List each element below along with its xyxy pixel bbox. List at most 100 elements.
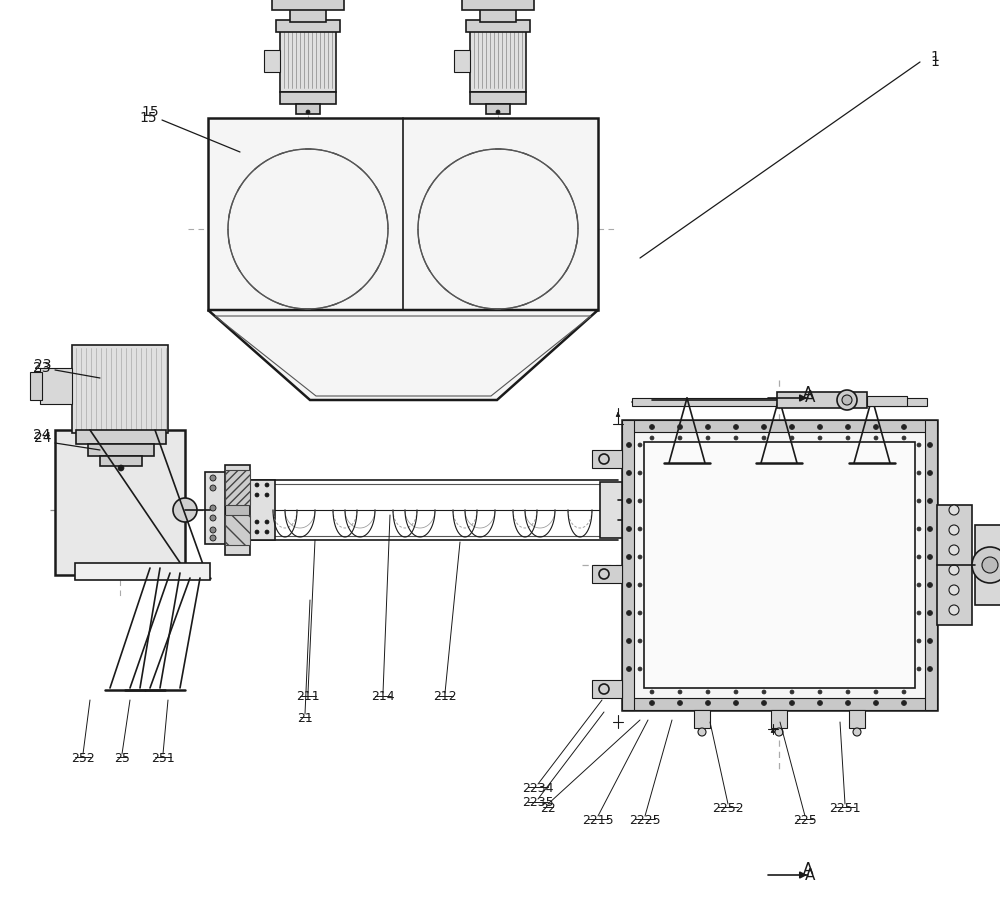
Circle shape (638, 527, 642, 531)
Text: 1: 1 (931, 55, 939, 69)
Circle shape (917, 555, 921, 559)
Text: A: A (803, 863, 813, 877)
Bar (75, 563, 210, 580)
Circle shape (678, 700, 682, 706)
Text: 2234: 2234 (522, 781, 554, 794)
Bar (100, 456, 142, 466)
Circle shape (917, 667, 921, 671)
Circle shape (790, 700, 794, 706)
Bar (272, 0, 344, 10)
Circle shape (982, 557, 998, 573)
Text: 214: 214 (371, 690, 395, 704)
Circle shape (698, 728, 706, 736)
Circle shape (837, 390, 857, 410)
Circle shape (874, 690, 878, 694)
Circle shape (638, 555, 642, 559)
Bar (777, 392, 867, 408)
Circle shape (775, 728, 783, 736)
Text: 25: 25 (114, 751, 130, 764)
Bar (290, 8, 326, 22)
Circle shape (846, 436, 850, 440)
Circle shape (706, 690, 710, 694)
Bar (276, 20, 340, 32)
Bar (592, 450, 622, 468)
Circle shape (928, 666, 932, 672)
Bar (462, 0, 534, 10)
Circle shape (928, 442, 932, 448)
Circle shape (762, 424, 767, 430)
Circle shape (638, 639, 642, 643)
Circle shape (650, 424, 654, 430)
Bar (466, 20, 530, 32)
Circle shape (874, 700, 879, 706)
Bar (622, 420, 937, 710)
Polygon shape (208, 310, 598, 400)
Circle shape (210, 515, 216, 521)
Circle shape (790, 436, 794, 440)
Bar (250, 480, 275, 540)
Bar (470, 30, 526, 92)
Circle shape (949, 525, 959, 535)
Circle shape (650, 700, 654, 706)
Circle shape (846, 424, 850, 430)
Text: 2252: 2252 (712, 802, 744, 814)
Bar (72, 345, 168, 433)
Bar (470, 92, 526, 104)
Bar (205, 472, 225, 544)
Text: A: A (805, 868, 815, 884)
Circle shape (306, 110, 310, 114)
Circle shape (626, 471, 632, 475)
Bar (622, 420, 634, 710)
Circle shape (846, 690, 850, 694)
Bar (622, 698, 937, 710)
Circle shape (626, 639, 632, 643)
Circle shape (846, 700, 850, 706)
Circle shape (678, 424, 682, 430)
Circle shape (734, 700, 738, 706)
Circle shape (418, 149, 578, 309)
Bar (76, 430, 166, 444)
Text: 24: 24 (34, 431, 52, 445)
Text: 24: 24 (33, 428, 51, 442)
Circle shape (928, 582, 932, 588)
Circle shape (599, 684, 609, 694)
Circle shape (853, 728, 861, 736)
Text: 252: 252 (71, 751, 95, 764)
Circle shape (210, 475, 216, 481)
Circle shape (949, 565, 959, 575)
Text: A: A (803, 386, 813, 400)
Circle shape (917, 443, 921, 447)
Bar (592, 680, 622, 698)
Bar (622, 420, 937, 432)
Bar (925, 420, 937, 710)
Circle shape (228, 149, 388, 309)
Circle shape (678, 436, 682, 440)
Circle shape (928, 471, 932, 475)
Text: 23: 23 (34, 358, 52, 372)
Circle shape (874, 424, 879, 430)
Circle shape (599, 454, 609, 464)
Text: 251: 251 (151, 751, 175, 764)
Circle shape (638, 499, 642, 503)
Circle shape (626, 582, 632, 588)
Bar (296, 104, 320, 114)
Circle shape (818, 700, 822, 706)
Bar (208, 118, 598, 310)
Circle shape (762, 690, 766, 694)
Circle shape (626, 611, 632, 615)
Circle shape (972, 547, 1000, 583)
Circle shape (255, 530, 259, 534)
Circle shape (626, 666, 632, 672)
Bar (40, 368, 72, 404)
Circle shape (762, 436, 766, 440)
Circle shape (917, 527, 921, 531)
Bar (694, 710, 710, 728)
Bar (454, 50, 470, 72)
Circle shape (902, 700, 906, 706)
Text: 225: 225 (793, 813, 817, 826)
Circle shape (118, 465, 124, 471)
Circle shape (818, 424, 822, 430)
Text: 212: 212 (433, 690, 457, 704)
Text: 1: 1 (931, 50, 939, 64)
Circle shape (928, 555, 932, 559)
